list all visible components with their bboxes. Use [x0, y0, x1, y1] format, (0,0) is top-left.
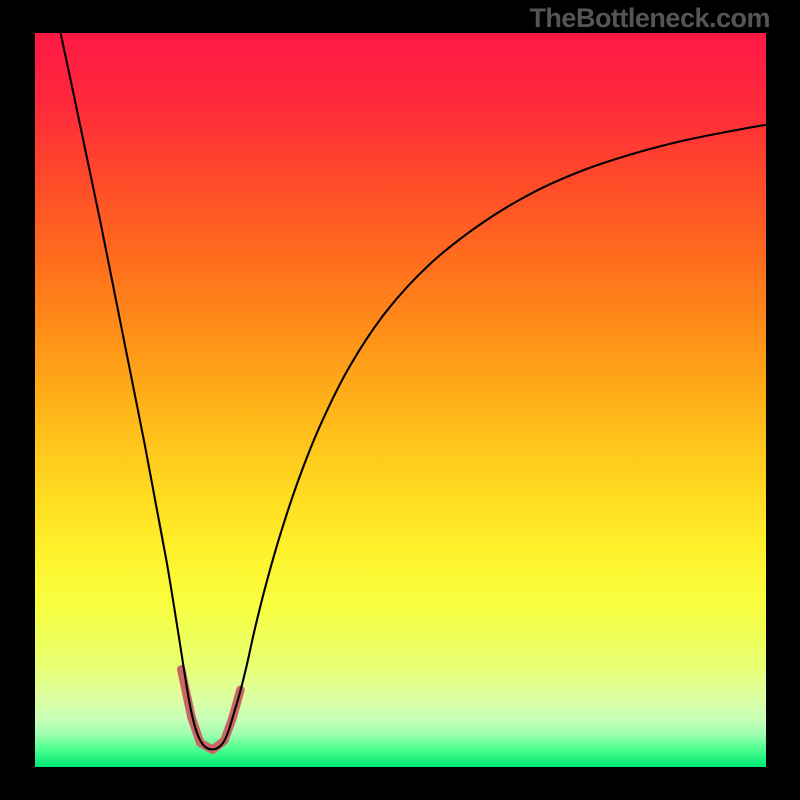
watermark-text: TheBottleneck.com: [529, 3, 770, 34]
gradient-background: [35, 33, 766, 767]
bottleneck-chart: [35, 33, 766, 767]
